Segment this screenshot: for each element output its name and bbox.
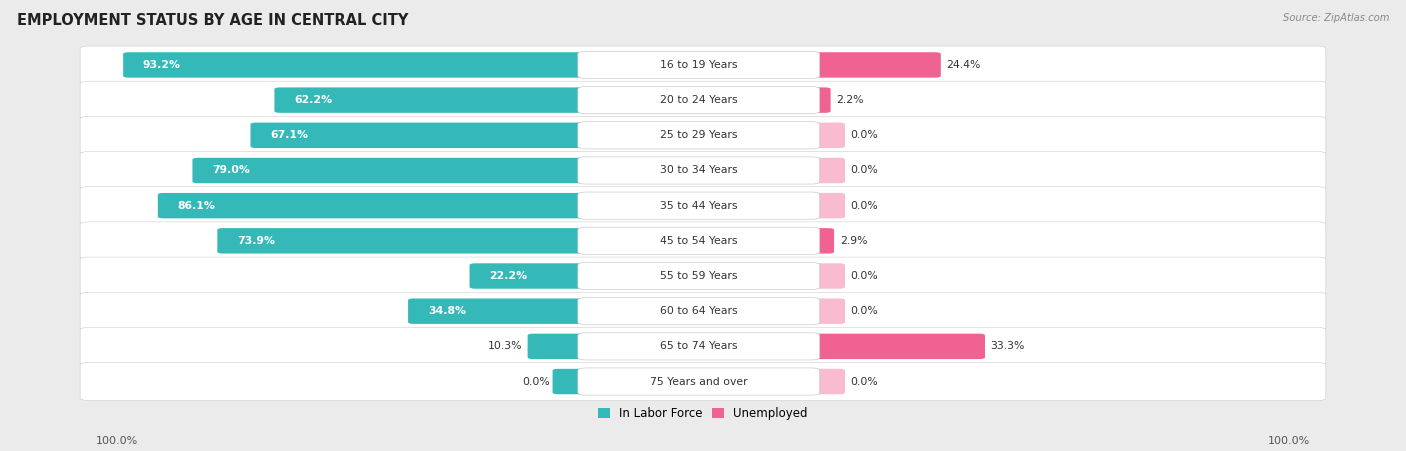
Text: 73.9%: 73.9% <box>238 236 276 246</box>
FancyBboxPatch shape <box>250 123 589 148</box>
Text: 0.0%: 0.0% <box>522 377 550 387</box>
Text: 45 to 54 Years: 45 to 54 Years <box>659 236 738 246</box>
FancyBboxPatch shape <box>808 123 845 148</box>
Text: 16 to 19 Years: 16 to 19 Years <box>659 60 738 70</box>
Text: 65 to 74 Years: 65 to 74 Years <box>659 341 738 351</box>
FancyBboxPatch shape <box>80 222 1326 260</box>
FancyBboxPatch shape <box>193 158 589 183</box>
FancyBboxPatch shape <box>157 193 589 218</box>
Text: 93.2%: 93.2% <box>143 60 181 70</box>
Text: 0.0%: 0.0% <box>851 166 879 175</box>
FancyBboxPatch shape <box>80 116 1326 154</box>
FancyBboxPatch shape <box>578 192 820 219</box>
FancyBboxPatch shape <box>808 334 986 359</box>
FancyBboxPatch shape <box>808 369 845 394</box>
FancyBboxPatch shape <box>578 262 820 290</box>
Text: 100.0%: 100.0% <box>1268 436 1310 446</box>
Text: 2.9%: 2.9% <box>839 236 868 246</box>
FancyBboxPatch shape <box>578 368 820 395</box>
FancyBboxPatch shape <box>808 228 834 253</box>
FancyBboxPatch shape <box>124 52 589 78</box>
FancyBboxPatch shape <box>808 193 845 218</box>
Text: EMPLOYMENT STATUS BY AGE IN CENTRAL CITY: EMPLOYMENT STATUS BY AGE IN CENTRAL CITY <box>17 13 408 28</box>
FancyBboxPatch shape <box>80 363 1326 400</box>
Text: 33.3%: 33.3% <box>991 341 1025 351</box>
FancyBboxPatch shape <box>527 334 589 359</box>
Text: 30 to 34 Years: 30 to 34 Years <box>659 166 738 175</box>
FancyBboxPatch shape <box>808 87 831 113</box>
Text: 86.1%: 86.1% <box>177 201 215 211</box>
Text: 25 to 29 Years: 25 to 29 Years <box>659 130 738 140</box>
FancyBboxPatch shape <box>578 227 820 254</box>
FancyBboxPatch shape <box>578 122 820 149</box>
FancyBboxPatch shape <box>578 87 820 114</box>
FancyBboxPatch shape <box>274 87 589 113</box>
FancyBboxPatch shape <box>80 187 1326 225</box>
FancyBboxPatch shape <box>80 81 1326 119</box>
Text: 55 to 59 Years: 55 to 59 Years <box>659 271 738 281</box>
Text: 10.3%: 10.3% <box>488 341 522 351</box>
Text: 79.0%: 79.0% <box>212 166 250 175</box>
FancyBboxPatch shape <box>578 298 820 325</box>
FancyBboxPatch shape <box>80 46 1326 84</box>
FancyBboxPatch shape <box>808 158 845 183</box>
Text: 34.8%: 34.8% <box>427 306 465 316</box>
Text: 22.2%: 22.2% <box>489 271 527 281</box>
FancyBboxPatch shape <box>578 157 820 184</box>
Text: 0.0%: 0.0% <box>851 201 879 211</box>
FancyBboxPatch shape <box>80 292 1326 330</box>
Text: 0.0%: 0.0% <box>851 271 879 281</box>
Text: 60 to 64 Years: 60 to 64 Years <box>659 306 738 316</box>
FancyBboxPatch shape <box>218 228 589 253</box>
Text: 20 to 24 Years: 20 to 24 Years <box>659 95 738 105</box>
Text: 0.0%: 0.0% <box>851 306 879 316</box>
FancyBboxPatch shape <box>408 299 589 324</box>
Text: 35 to 44 Years: 35 to 44 Years <box>659 201 738 211</box>
FancyBboxPatch shape <box>808 52 941 78</box>
Text: 67.1%: 67.1% <box>270 130 308 140</box>
Text: 2.2%: 2.2% <box>837 95 863 105</box>
Text: Source: ZipAtlas.com: Source: ZipAtlas.com <box>1282 13 1389 23</box>
FancyBboxPatch shape <box>578 51 820 78</box>
FancyBboxPatch shape <box>80 152 1326 189</box>
FancyBboxPatch shape <box>80 257 1326 295</box>
FancyBboxPatch shape <box>470 263 589 289</box>
Text: 62.2%: 62.2% <box>294 95 332 105</box>
FancyBboxPatch shape <box>553 369 589 394</box>
Text: 75 Years and over: 75 Years and over <box>650 377 748 387</box>
Text: 24.4%: 24.4% <box>946 60 981 70</box>
Legend: In Labor Force, Unemployed: In Labor Force, Unemployed <box>593 402 813 425</box>
FancyBboxPatch shape <box>578 333 820 360</box>
Text: 100.0%: 100.0% <box>96 436 138 446</box>
FancyBboxPatch shape <box>80 327 1326 365</box>
FancyBboxPatch shape <box>808 263 845 289</box>
Text: 0.0%: 0.0% <box>851 377 879 387</box>
FancyBboxPatch shape <box>808 299 845 324</box>
Text: 0.0%: 0.0% <box>851 130 879 140</box>
